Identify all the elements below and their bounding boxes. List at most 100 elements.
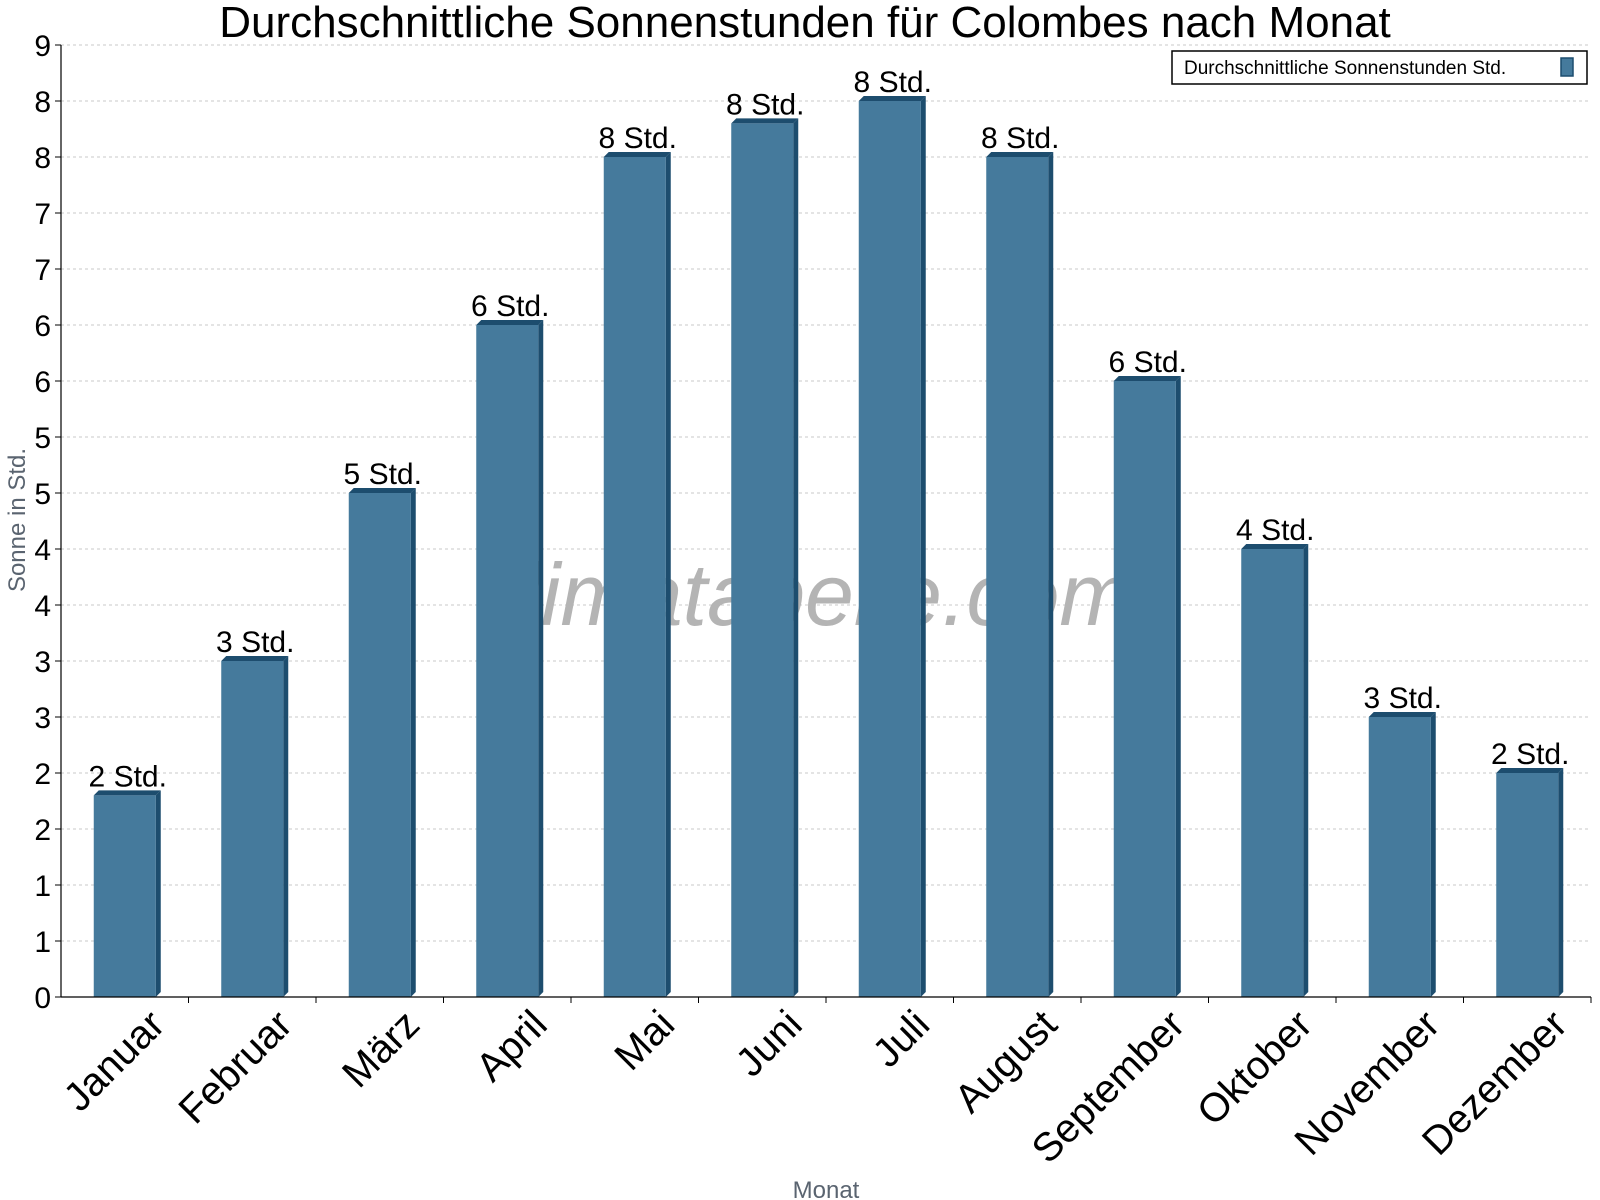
bar-front — [858, 101, 921, 997]
x-axis-label: Monat — [793, 1177, 860, 1200]
data-label: 5 Std. — [344, 458, 422, 491]
data-label: 2 Std. — [89, 760, 167, 793]
bar-top — [221, 656, 289, 661]
bar-side — [920, 96, 926, 997]
data-label: 8 Std. — [854, 66, 932, 99]
bar — [1368, 712, 1436, 997]
y-tick-label: 3 — [34, 702, 51, 735]
y-tick-labels: 0 1 1 2 2 3 3 4 4 5 5 6 6 7 7 8 8 9 — [34, 30, 51, 1015]
y-tick-label: 2 — [34, 814, 51, 847]
bar — [1113, 376, 1181, 997]
bar — [986, 152, 1054, 997]
bar-front — [1496, 773, 1559, 997]
bar-top — [1496, 768, 1564, 773]
y-tick-label: 4 — [34, 590, 51, 623]
x-tick-label: März — [334, 1002, 428, 1096]
bar-side — [155, 790, 161, 997]
legend-box — [1171, 50, 1588, 85]
y-tick-label: 8 — [34, 142, 51, 175]
data-label: 4 Std. — [1236, 514, 1314, 547]
bar-side — [1558, 768, 1564, 997]
bar — [858, 96, 926, 997]
data-label: 6 Std. — [471, 290, 549, 323]
bar-top — [1368, 712, 1436, 717]
bar-top — [858, 96, 926, 101]
legend: Durchschnittliche Sonnenstunden Std. — [1171, 50, 1588, 85]
bar — [1241, 544, 1309, 997]
bar-top — [603, 152, 671, 157]
bar — [603, 152, 671, 997]
bar-top — [1113, 376, 1181, 381]
x-tick-label: Juli — [865, 1002, 939, 1076]
bar-front — [348, 493, 411, 997]
bar-side — [1048, 152, 1054, 997]
x-tick-label: Mai — [606, 1002, 683, 1079]
bar-front — [986, 157, 1049, 997]
bar — [348, 488, 416, 997]
x-tick-label: April — [468, 1002, 556, 1090]
y-tick-label: 1 — [34, 926, 51, 959]
y-tick-label: 2 — [34, 758, 51, 791]
data-label: 6 Std. — [1109, 346, 1187, 379]
gridlines — [61, 44, 1591, 942]
bar-front — [476, 325, 539, 997]
x-tick-label: Januar — [56, 1002, 174, 1120]
y-tick-label: 8 — [34, 86, 51, 119]
axes — [55, 44, 1592, 1003]
bar-side — [1175, 376, 1181, 997]
y-tick-label: 5 — [34, 422, 51, 455]
y-tick-label: 7 — [34, 254, 51, 287]
bar-front — [1368, 717, 1431, 997]
y-tick-label: 7 — [34, 198, 51, 231]
bar — [731, 118, 799, 997]
bar-top — [986, 152, 1054, 157]
data-label: 2 Std. — [1491, 738, 1569, 771]
bar-front — [1241, 549, 1304, 997]
y-tick-label: 0 — [34, 982, 51, 1015]
data-label: 8 Std. — [981, 122, 1059, 155]
data-label: 8 Std. — [726, 88, 804, 121]
bar — [93, 790, 161, 997]
y-tick-label: 6 — [34, 310, 51, 343]
y-tick-label: 9 — [34, 30, 51, 63]
data-label: 3 Std. — [1364, 682, 1442, 715]
x-tick-label: August — [946, 1002, 1065, 1121]
bar-top — [348, 488, 416, 493]
bar-front — [221, 661, 284, 997]
legend-swatch — [1560, 57, 1574, 77]
chart-title: Durchschnittliche Sonnenstunden für Colo… — [219, 0, 1391, 47]
x-tick-label: Oktober — [1189, 1002, 1321, 1134]
bar-side — [1430, 712, 1436, 997]
y-tick-label: 3 — [34, 646, 51, 679]
y-tick-label: 1 — [34, 870, 51, 903]
data-labels: 2 Std. 3 Std. 5 Std. 6 Std. 8 Std. 8 Std. 8 St… — [89, 66, 1570, 793]
bar — [1496, 768, 1564, 997]
y-tick-label: 6 — [34, 366, 51, 399]
y-tick-label: 5 — [34, 478, 51, 511]
bar-top — [93, 790, 161, 796]
bar-side — [793, 118, 799, 997]
bar — [476, 320, 544, 997]
bar-side — [410, 488, 416, 997]
y-tick-label: 4 — [34, 534, 51, 567]
bar-side — [538, 320, 544, 997]
x-tick-label: Februar — [170, 1002, 300, 1132]
data-label: 3 Std. — [216, 626, 294, 659]
bar-top — [731, 118, 799, 124]
data-label: 8 Std. — [599, 122, 677, 155]
bar-side — [1303, 544, 1309, 997]
bar-front — [1113, 381, 1176, 997]
y-axis-label: Sonne in Std. — [4, 448, 31, 592]
bar-front — [93, 795, 156, 997]
bar-front — [603, 157, 666, 997]
legend-label: Durchschnittliche Sonnenstunden Std. — [1184, 58, 1506, 79]
bar-top — [1241, 544, 1309, 549]
bars — [93, 96, 1564, 997]
bar-side — [665, 152, 671, 997]
x-tick-label: Juni — [728, 1002, 811, 1085]
bar-side — [283, 656, 289, 997]
bar-front — [731, 123, 794, 997]
bar-top — [476, 320, 544, 325]
